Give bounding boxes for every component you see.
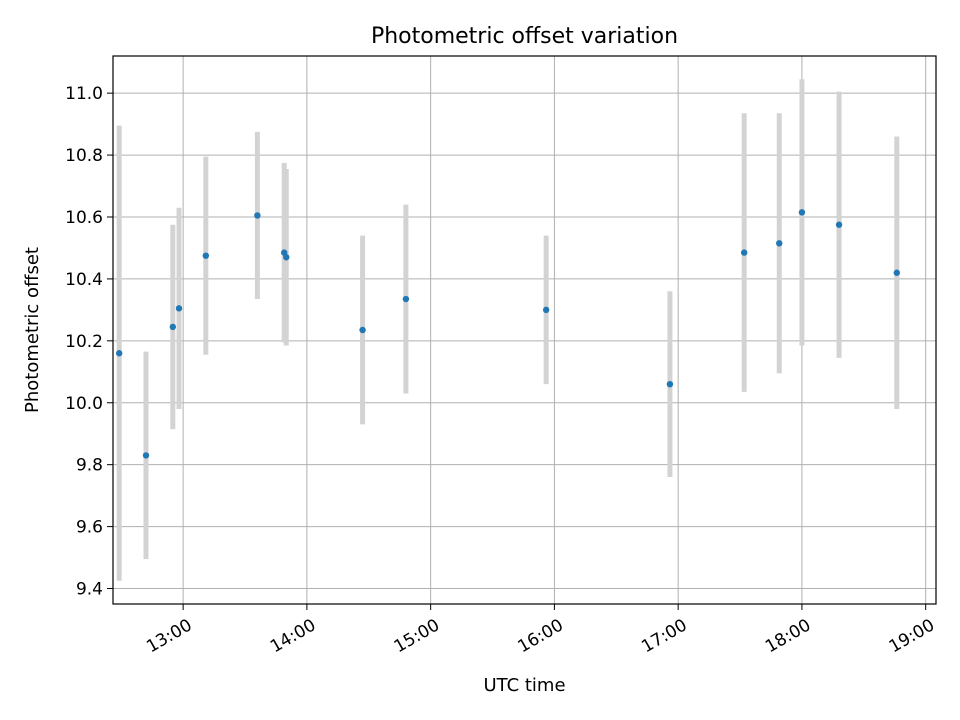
- x-tick-label: 15:00: [391, 615, 443, 657]
- axis-ticks: 13:00 14:00 15:00 16:00 17:00 18:00 19:00 9.4 9.…: [65, 84, 938, 657]
- data-point: [283, 254, 290, 261]
- data-point: [893, 269, 901, 276]
- y-tick-label: 10.8: [65, 146, 103, 166]
- plot-frame: [112, 55, 937, 605]
- data-point: [835, 221, 843, 228]
- y-tick-label: 10.2: [65, 332, 103, 352]
- y-axis-label: Photometric offset: [22, 247, 43, 413]
- y-tick-label: 9.8: [76, 456, 103, 476]
- data-point: [666, 380, 674, 388]
- data-point: [776, 240, 783, 247]
- data-point: [169, 323, 177, 331]
- x-tick-label: 13:00: [143, 615, 195, 657]
- x-tick-label: 16:00: [514, 615, 566, 657]
- data-point: [202, 252, 210, 259]
- data-point: [402, 295, 410, 303]
- y-tick-label: 10.4: [65, 270, 103, 290]
- x-tick-label: 18:00: [762, 615, 814, 657]
- data-point: [798, 209, 806, 216]
- x-axis-label: UTC time: [483, 675, 565, 696]
- error-bars: [116, 79, 900, 581]
- data-point: [740, 249, 748, 256]
- x-tick-label: 19:00: [886, 615, 938, 657]
- data-point: [142, 452, 150, 459]
- y-tick-label: 9.4: [76, 580, 103, 600]
- data-point: [175, 305, 183, 312]
- data-point: [254, 212, 261, 219]
- chart-title: Photometric offset variation: [371, 24, 678, 49]
- y-tick-label: 9.6: [76, 518, 103, 538]
- data-point: [359, 326, 366, 334]
- data-point: [115, 350, 123, 357]
- data-point: [542, 306, 550, 314]
- y-tick-label: 10.0: [65, 394, 103, 414]
- data-points: [115, 209, 901, 459]
- y-tick-label: 11.0: [65, 84, 103, 104]
- x-tick-label: 17:00: [638, 615, 690, 657]
- x-tick-label: 14:00: [267, 615, 319, 657]
- y-tick-label: 10.6: [65, 208, 103, 228]
- grid-lines: [113, 56, 936, 604]
